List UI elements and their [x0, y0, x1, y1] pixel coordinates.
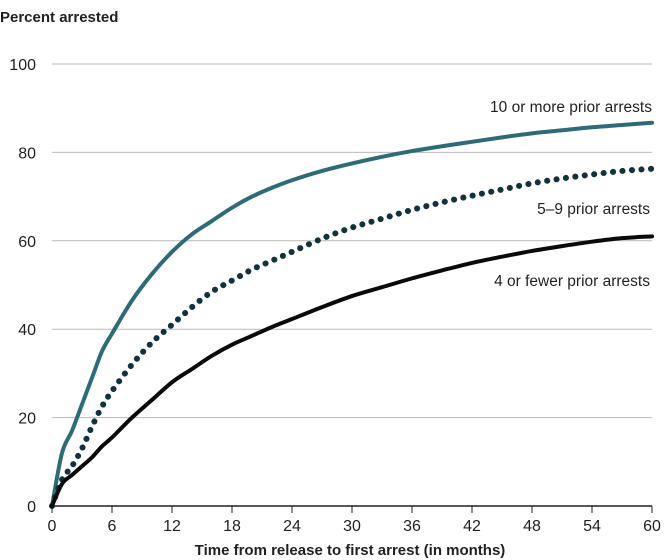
x-tick-label-24: 24: [283, 518, 301, 535]
series-label-five-to-nine: 5–9 prior arrests: [537, 201, 650, 218]
x-tick-label-48: 48: [523, 518, 541, 535]
x-tick-label-6: 6: [108, 518, 117, 535]
series-label-four-or-fewer: 4 or fewer prior arrests: [494, 273, 650, 290]
y-tick-label-40: 40: [18, 322, 36, 339]
series-line-1: [50, 120, 654, 508]
y-tick-label-20: 20: [18, 411, 36, 428]
x-tick-label-18: 18: [223, 518, 241, 535]
x-tick-label-30: 30: [343, 518, 361, 535]
x-tick-label-36: 36: [403, 518, 421, 535]
y-tick-label-100: 100: [9, 57, 36, 74]
x-tick-label-42: 42: [463, 518, 481, 535]
x-tick-label-12: 12: [163, 518, 181, 535]
y-axis-ticks: 0 20 40 60 80 100: [9, 57, 36, 516]
series-line-3: [50, 234, 654, 508]
y-tick-label-0: 0: [27, 499, 36, 516]
x-tick-label-0: 0: [48, 518, 57, 535]
y-tick-label-60: 60: [18, 234, 36, 251]
y-tick-label-80: 80: [18, 145, 36, 162]
series-label-ten-or-more: 10 or more prior arrests: [490, 99, 652, 116]
series-lines: [49, 120, 655, 509]
series-line-2: [49, 165, 655, 509]
x-axis-title: Time from release to first arrest (in mo…: [195, 542, 506, 559]
x-axis-ticks: 0 6 12 18 24 30 36 42 48 54 60: [48, 506, 661, 535]
x-tick-label-60: 60: [643, 518, 661, 535]
y-axis-title: Percent arrested: [0, 9, 118, 26]
x-tick-label-54: 54: [583, 518, 601, 535]
